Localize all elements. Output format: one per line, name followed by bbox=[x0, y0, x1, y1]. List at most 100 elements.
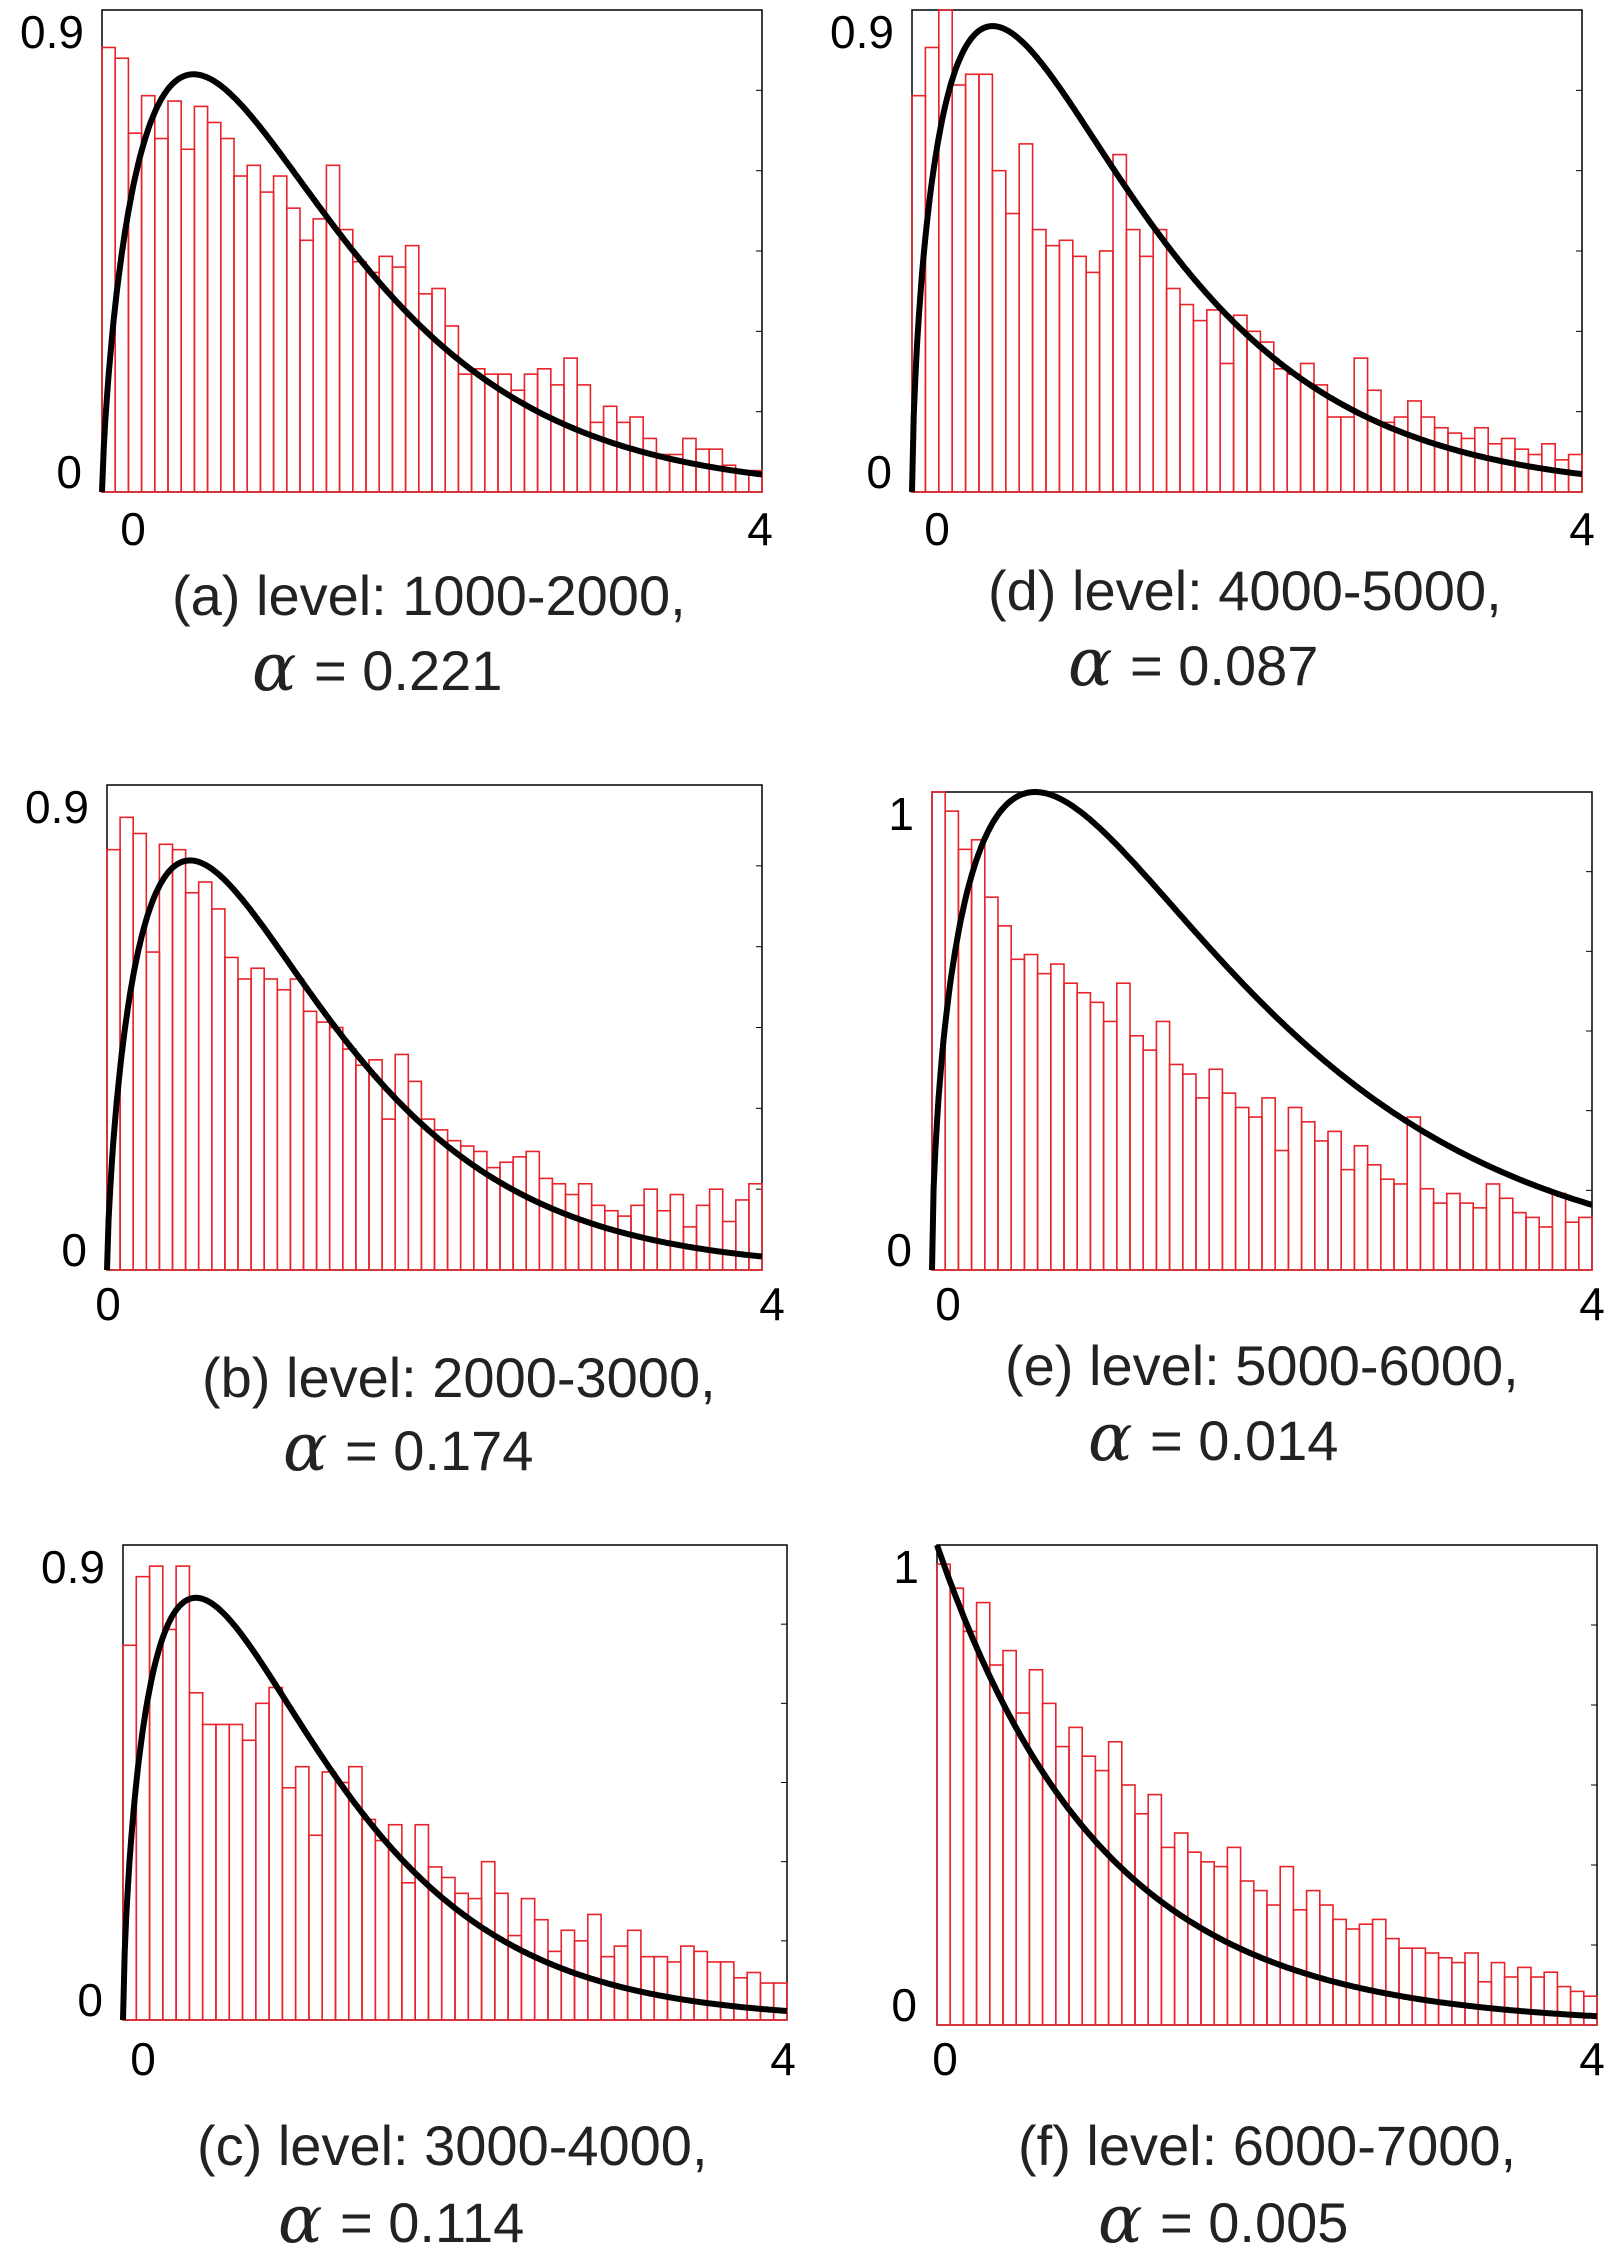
histogram bbox=[936, 1563, 1598, 2026]
histogram-bar bbox=[420, 1118, 436, 1271]
histogram-bar bbox=[1340, 416, 1356, 493]
histogram-bar bbox=[1058, 239, 1074, 493]
fitted-curve bbox=[929, 789, 1594, 1271]
histogram-bar bbox=[1420, 416, 1436, 493]
panel-caption: (a) level: 1000-2000, bbox=[172, 564, 686, 627]
histogram-bar bbox=[154, 137, 169, 493]
histogram-bar bbox=[167, 100, 182, 493]
histogram-bar bbox=[241, 1739, 257, 2021]
panel-caption: (b) level: 2000-3000, bbox=[202, 1346, 716, 1409]
histogram-bar bbox=[184, 891, 200, 1271]
histogram-bar bbox=[1569, 1990, 1585, 2026]
histogram-bar bbox=[1464, 1952, 1479, 2026]
histogram-bar bbox=[1259, 341, 1275, 493]
histogram-bar bbox=[1139, 255, 1155, 493]
histogram-bar bbox=[1332, 1918, 1347, 2026]
histogram-bar bbox=[162, 1628, 177, 2021]
y-tick-label-top: 0.9 bbox=[830, 6, 894, 58]
histogram-bar bbox=[328, 1026, 344, 1271]
histogram-bar bbox=[1517, 1966, 1532, 2026]
histogram-bar bbox=[1219, 362, 1235, 493]
histogram-bar bbox=[446, 1139, 462, 1271]
histogram-bar bbox=[394, 1053, 410, 1271]
histogram-bar bbox=[1200, 1861, 1215, 2026]
histogram bbox=[911, 9, 1583, 493]
x-tick-label-right: 4 bbox=[759, 1278, 785, 1330]
histogram-bar bbox=[734, 1199, 750, 1271]
histogram-bar bbox=[1248, 1116, 1263, 1271]
histogram-bar bbox=[970, 838, 986, 1271]
histogram-bar bbox=[1477, 1981, 1493, 2026]
histogram-bar bbox=[1129, 1034, 1144, 1271]
histogram-bar bbox=[748, 1182, 763, 1271]
y-tick-label-bottom: 0 bbox=[886, 1224, 912, 1276]
histogram-bar bbox=[1112, 153, 1128, 493]
alpha-value: = 0.005 bbox=[1160, 2191, 1348, 2254]
histogram-bar bbox=[679, 1945, 695, 2021]
histogram-bar bbox=[1406, 1116, 1422, 1271]
histogram-bar bbox=[1208, 1068, 1224, 1271]
histogram-bar bbox=[643, 1188, 658, 1271]
histogram-bar bbox=[470, 368, 486, 493]
histogram-bar bbox=[1173, 1832, 1189, 2026]
histogram-bar bbox=[1353, 1144, 1369, 1271]
y-tick-label-top: 1 bbox=[893, 1541, 919, 1593]
x-tick-label-left: 0 bbox=[932, 2033, 958, 2085]
histogram-bar bbox=[577, 1182, 593, 1271]
panel-c: 0.9 00 4 (c) level: 3000-4000,α = 0.114 bbox=[41, 1541, 796, 2258]
histogram-bar bbox=[708, 1188, 724, 1271]
histogram-bar bbox=[368, 1059, 383, 1271]
histogram-bar bbox=[361, 1818, 377, 2021]
histogram bbox=[106, 816, 763, 1271]
histogram-bar bbox=[211, 908, 226, 1271]
histogram-bar bbox=[1319, 1904, 1334, 2026]
x-tick-label-right: 4 bbox=[1579, 1278, 1605, 1330]
histogram-bar bbox=[1485, 1183, 1501, 1271]
x-tick-label-right: 4 bbox=[1569, 503, 1595, 555]
histogram-bar bbox=[964, 73, 980, 493]
histogram-bar bbox=[1192, 319, 1208, 493]
histogram-bar bbox=[733, 1976, 748, 2021]
histogram-bar bbox=[1018, 143, 1034, 493]
y-tick-label-bottom: 0 bbox=[56, 446, 82, 498]
panel-caption: (e) level: 5000-6000, bbox=[1005, 1334, 1519, 1397]
histogram-bar bbox=[1232, 314, 1248, 493]
histogram-bar bbox=[321, 1771, 337, 2021]
histogram-bar bbox=[215, 1723, 231, 2021]
histogram-bar bbox=[1556, 1985, 1572, 2026]
y-tick-label-bottom: 0 bbox=[61, 1224, 87, 1276]
histogram-bar bbox=[1437, 1957, 1453, 2026]
histogram-bar bbox=[1353, 357, 1369, 493]
histogram-bar bbox=[197, 881, 213, 1271]
histogram-bar bbox=[642, 437, 658, 493]
histogram-bar bbox=[1094, 1769, 1110, 2026]
histogram-bar bbox=[1498, 1197, 1514, 1271]
x-tick-label-left: 0 bbox=[120, 503, 146, 555]
histogram-bar bbox=[949, 1587, 965, 2026]
histogram-bar bbox=[255, 1702, 270, 2021]
histogram-bar bbox=[494, 1892, 509, 2021]
histogram-bar bbox=[1459, 1202, 1474, 1271]
histogram bbox=[931, 791, 1593, 1271]
histogram-bar bbox=[355, 1064, 370, 1271]
histogram-bar bbox=[1578, 1216, 1593, 1271]
histogram-bar bbox=[962, 1630, 978, 2026]
histogram-bar bbox=[1015, 1712, 1031, 2026]
histogram-bar bbox=[1045, 244, 1061, 493]
histogram-bar bbox=[404, 244, 420, 493]
histogram-bar bbox=[600, 1955, 616, 2021]
histogram-bar bbox=[693, 1950, 709, 2021]
histogram-bar bbox=[538, 1177, 554, 1271]
histogram-bar bbox=[1023, 953, 1039, 1271]
histogram-bar bbox=[997, 925, 1012, 1271]
histogram-bar bbox=[1512, 1211, 1527, 1271]
histogram-bar bbox=[457, 373, 473, 493]
histogram-bar bbox=[1287, 1106, 1303, 1271]
histogram-bar bbox=[1068, 1726, 1083, 2026]
histogram-bar bbox=[1279, 1865, 1295, 2026]
alpha-value: = 0.014 bbox=[1150, 1409, 1338, 1472]
histogram-bar bbox=[1327, 1130, 1342, 1271]
panel-caption: (d) level: 4000-5000, bbox=[988, 559, 1502, 622]
histogram-bar bbox=[1041, 1702, 1057, 2026]
